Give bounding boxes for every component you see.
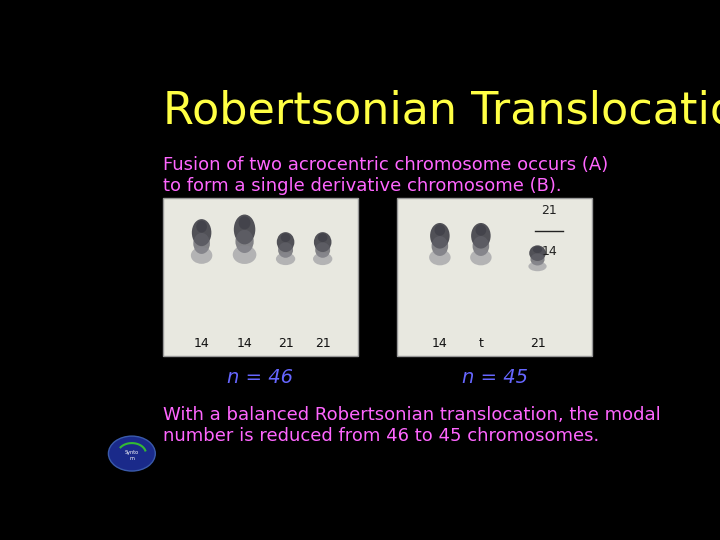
Text: 21: 21 [541, 204, 557, 217]
FancyBboxPatch shape [397, 198, 593, 356]
Ellipse shape [276, 232, 294, 252]
Ellipse shape [281, 233, 290, 242]
Ellipse shape [318, 233, 328, 242]
Text: 14: 14 [237, 337, 253, 350]
FancyBboxPatch shape [163, 198, 358, 356]
Ellipse shape [191, 247, 212, 264]
Ellipse shape [197, 221, 207, 233]
Text: Synto
m: Synto m [125, 450, 139, 461]
Ellipse shape [233, 245, 256, 264]
Text: 14: 14 [541, 245, 557, 258]
Ellipse shape [315, 242, 330, 258]
Ellipse shape [529, 245, 546, 261]
Ellipse shape [193, 233, 210, 254]
Ellipse shape [235, 230, 253, 253]
Ellipse shape [475, 225, 486, 236]
Ellipse shape [531, 253, 544, 266]
Ellipse shape [276, 253, 295, 265]
Ellipse shape [431, 236, 448, 256]
Ellipse shape [528, 261, 546, 271]
Text: Robertsonian Translocation: Robertsonian Translocation [163, 90, 720, 133]
Ellipse shape [471, 223, 490, 248]
Text: 21: 21 [278, 337, 294, 350]
Ellipse shape [434, 225, 445, 236]
Text: With a balanced Robertsonian translocation, the modal
number is reduced from 46 : With a balanced Robertsonian translocati… [163, 406, 660, 444]
Ellipse shape [472, 236, 489, 256]
Text: n = 45: n = 45 [462, 368, 528, 387]
Ellipse shape [238, 216, 251, 229]
Ellipse shape [470, 249, 492, 265]
Text: 21: 21 [530, 337, 545, 350]
Text: t: t [479, 337, 483, 350]
Text: 14: 14 [432, 337, 448, 350]
Ellipse shape [192, 219, 212, 246]
Text: Fusion of two acrocentric chromosome occurs (A)
to form a single derivative chro: Fusion of two acrocentric chromosome occ… [163, 156, 608, 195]
Circle shape [109, 436, 156, 471]
Ellipse shape [533, 246, 542, 253]
Text: 14: 14 [194, 337, 210, 350]
Text: n = 46: n = 46 [228, 368, 293, 387]
Ellipse shape [314, 232, 331, 252]
Text: 21: 21 [315, 337, 330, 350]
Ellipse shape [234, 214, 256, 245]
Ellipse shape [278, 242, 293, 258]
Ellipse shape [429, 249, 451, 265]
Ellipse shape [313, 253, 333, 265]
Ellipse shape [430, 223, 449, 248]
